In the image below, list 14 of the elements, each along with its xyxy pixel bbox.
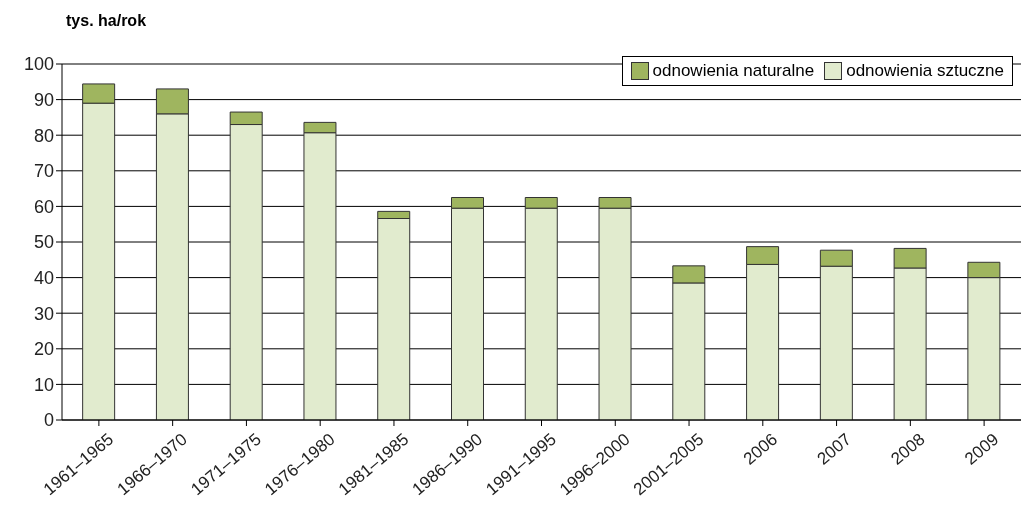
y-tick-label: 0 <box>43 410 54 431</box>
y-tick-label: 10 <box>33 374 54 395</box>
legend-label: odnowienia sztuczne <box>846 61 1004 81</box>
y-tick-label: 20 <box>33 339 54 360</box>
y-tick-label: 40 <box>33 267 54 288</box>
y-tick-label: 70 <box>33 161 54 182</box>
y-tick-label: 80 <box>33 125 54 146</box>
y-tick-label: 100 <box>23 54 54 75</box>
legend-label: odnowienia naturalne <box>652 61 815 81</box>
y-tick-label: 30 <box>33 303 54 324</box>
y-tick-label: 60 <box>33 196 54 217</box>
y-axis-title: tys. ha/rok <box>66 12 147 30</box>
y-tick-label: 50 <box>33 232 54 253</box>
y-tick-label: 90 <box>33 89 54 110</box>
